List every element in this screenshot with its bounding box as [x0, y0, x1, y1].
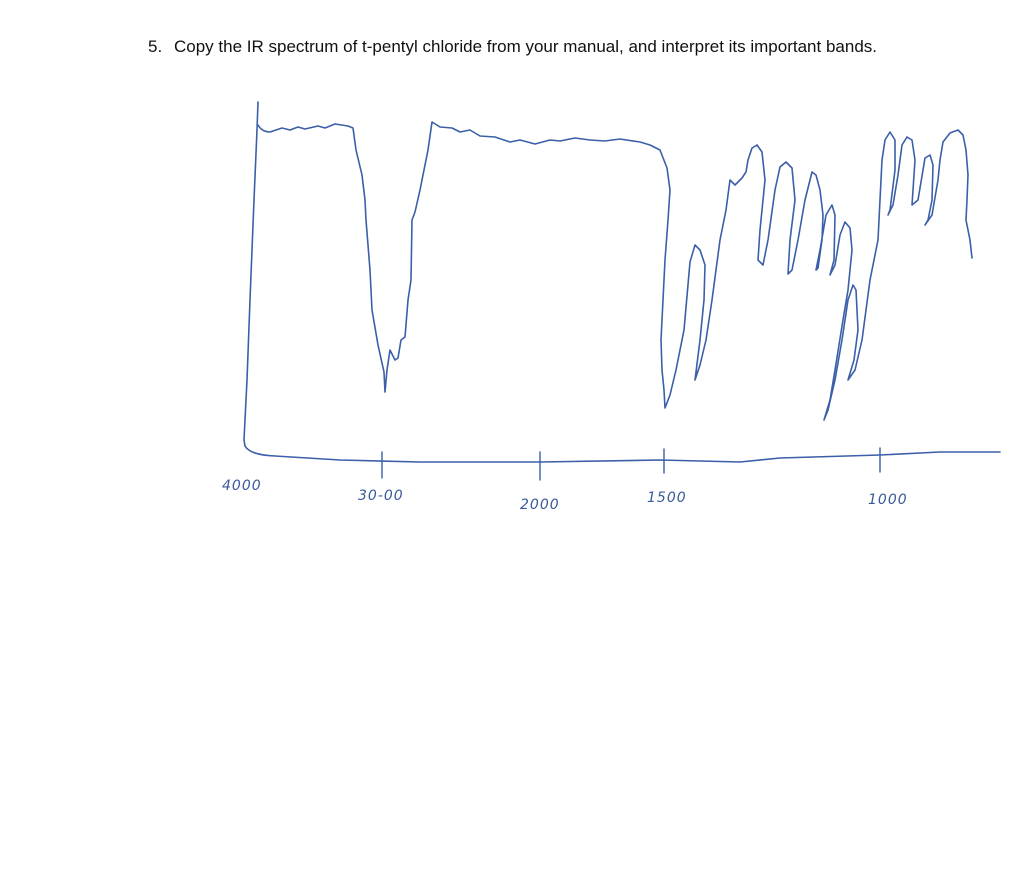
question: 5. Copy the IR spectrum of t-pentyl chlo… [148, 36, 948, 58]
question-number: 5. [148, 37, 163, 56]
question-text: Copy the IR spectrum of t-pentyl chlorid… [174, 37, 877, 56]
x-axis [244, 445, 1001, 463]
y-axis [243, 101, 259, 447]
x-tick-label-3000: 30-00 [358, 488, 404, 504]
x-tick-label-1000: 1000 [868, 492, 908, 508]
x-tick-label-1500: 1500 [647, 490, 687, 506]
x-tick-label-4000: 4000 [222, 478, 262, 494]
spectrum-trace [257, 121, 973, 421]
x-axis-ticks [381, 447, 881, 481]
x-tick-label-2000: 2000 [520, 497, 560, 513]
